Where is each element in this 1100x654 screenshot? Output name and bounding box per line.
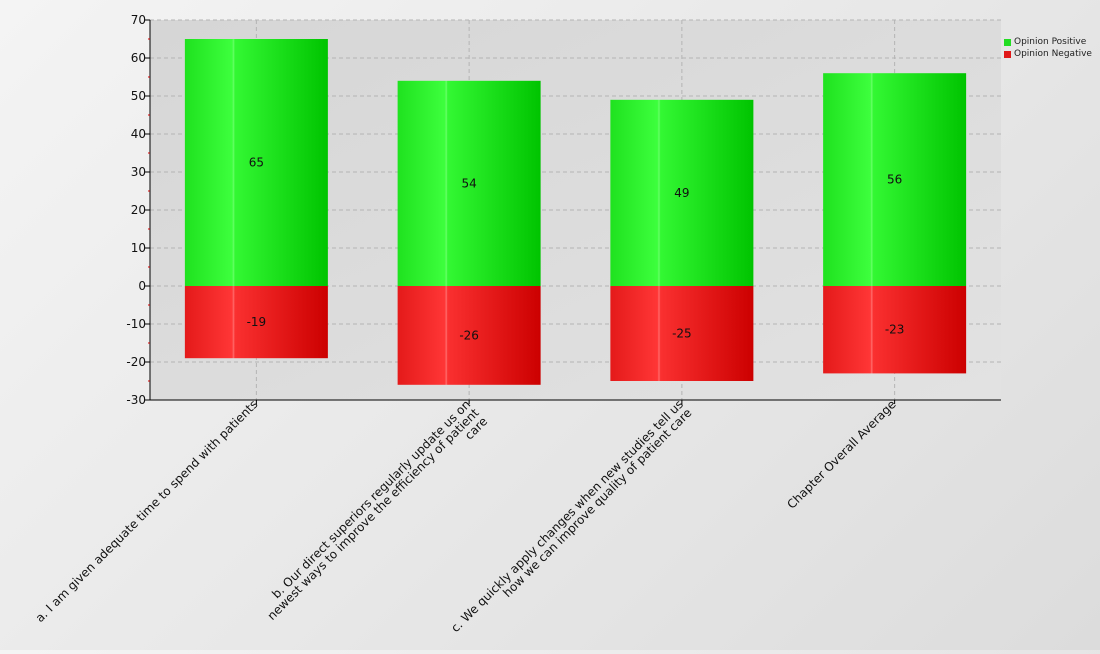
data-label: -23 [885, 323, 905, 337]
bar-positive [184, 39, 328, 286]
x-tick-label: b. Our direct superiors regularly update… [265, 397, 491, 623]
x-tick-label: c. We quickly apply changes when new stu… [448, 397, 694, 635]
data-label: 56 [887, 173, 902, 187]
bar-negative [610, 286, 754, 381]
legend: Opinion Positive Opinion Negative [1004, 36, 1092, 60]
x-tick-label-line: Chapter Overall Average [784, 397, 898, 511]
y-tick-label: 60 [131, 51, 146, 65]
bar-negative [184, 286, 328, 359]
legend-swatch-positive [1004, 38, 1011, 46]
bar-negative [397, 286, 541, 385]
x-tick-label-line: newest ways to improve the efficiency of… [265, 406, 482, 623]
data-label: 65 [249, 156, 264, 170]
y-tick-label: 40 [131, 127, 146, 141]
y-tick-label: 20 [131, 203, 146, 217]
bar-positive [397, 80, 541, 286]
y-tick-label: 30 [131, 165, 146, 179]
legend-label-positive: Opinion Positive [1014, 37, 1087, 47]
data-label: -26 [459, 328, 479, 342]
data-label: -25 [672, 327, 692, 341]
x-tick-label: Chapter Overall Average [784, 397, 898, 511]
y-tick-label: -20 [126, 355, 146, 369]
data-label: 49 [674, 186, 689, 200]
legend-item-positive: Opinion Positive [1004, 36, 1092, 48]
x-tick-label-line: a. I am given adequate time to spend wit… [33, 397, 261, 625]
legend-swatch-negative [1004, 50, 1011, 58]
bar-positive [823, 73, 967, 286]
y-tick-label: -10 [126, 317, 146, 331]
legend-item-negative: Opinion Negative [1004, 48, 1092, 60]
y-tick-label: -30 [126, 393, 146, 407]
y-tick-label: 10 [131, 241, 146, 255]
x-tick-label: a. I am given adequate time to spend wit… [33, 397, 261, 625]
x-tick-label-line: b. Our direct superiors regularly update… [269, 397, 473, 601]
bar-negative [823, 286, 967, 374]
y-tick-label: 70 [131, 13, 146, 27]
x-tick-label-line: c. We quickly apply changes when new stu… [448, 397, 686, 635]
bar-positive [610, 99, 754, 286]
legend-label-negative: Opinion Negative [1014, 49, 1092, 59]
y-tick-label: 0 [138, 279, 146, 293]
x-tick-label-line: how we can improve quality of patient ca… [500, 406, 694, 600]
bars: 65 54 49 56 -19 -26 -25 -23 [184, 39, 967, 385]
data-label: -19 [247, 315, 267, 329]
data-label: 54 [461, 176, 476, 190]
y-tick-label: 50 [131, 89, 146, 103]
